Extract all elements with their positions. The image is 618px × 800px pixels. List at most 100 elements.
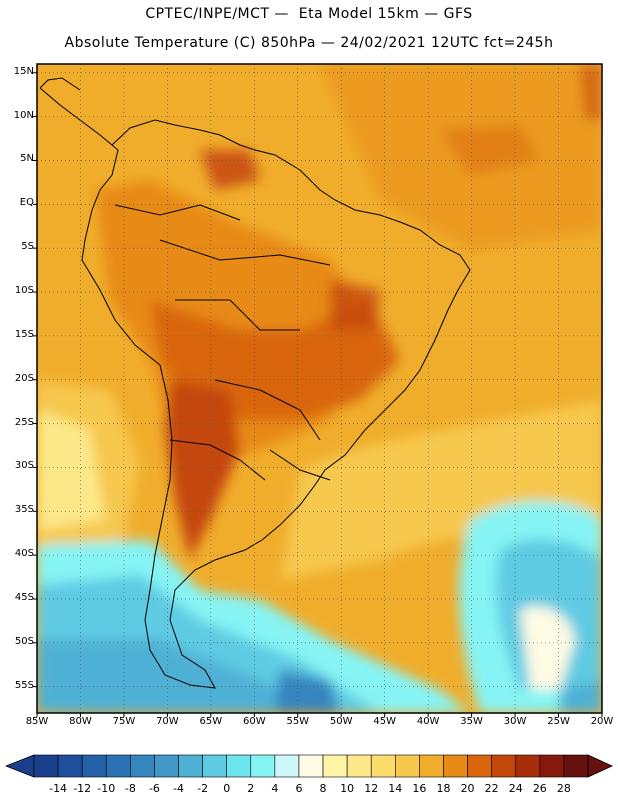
title-line-2: Absolute Temperature (C) 850hPa — 24/02/… — [64, 35, 554, 51]
colorbar-swatch — [57, 754, 83, 778]
lon-tick-label: 40W — [416, 716, 440, 727]
colorbar-tick-label: 0 — [223, 782, 231, 795]
lat-tick-label: 55S — [14, 679, 34, 691]
colorbar-swatch — [395, 754, 420, 778]
colorbar-tick-label: 14 — [388, 782, 403, 795]
colorbar-tick-label: 24 — [508, 782, 523, 795]
colorbar-swatch — [419, 754, 444, 778]
map-frame — [36, 63, 603, 714]
title-line-1: CPTEC/INPE/MCT — Eta Model 15km — GFS — [145, 6, 473, 22]
field-hottest-chaco — [165, 380, 240, 560]
border-uruguay — [269, 449, 331, 481]
graticule — [33, 64, 603, 717]
colorbar-swatch — [81, 754, 107, 778]
border-amazon — [159, 239, 331, 266]
field-coldest-south — [37, 640, 330, 713]
lat-tick-label: 10S — [14, 285, 34, 297]
colorbar-swatch — [178, 754, 203, 778]
coastlines — [39, 77, 471, 689]
lat-tick-label: 30S — [14, 460, 34, 472]
field-warm-corner — [580, 64, 602, 120]
colorbar-tick-label: 26 — [532, 782, 547, 795]
lat-tick-label: 15S — [14, 328, 34, 340]
colorbar-swatch — [346, 754, 372, 778]
colorbar-arrow-left — [4, 754, 35, 778]
colorbar-tick-label: 6 — [295, 782, 303, 795]
lat-tick-label: 50S — [14, 635, 34, 647]
colorbar-arrow-right — [587, 754, 613, 778]
colorbar-tick-label: -12 — [73, 782, 92, 795]
central-america-coastline — [39, 77, 81, 91]
lat-tick-label: 5N — [20, 153, 34, 165]
colorbar-swatch — [515, 754, 541, 778]
lat-tick-label: 40S — [14, 548, 34, 560]
colorbar-swatch — [154, 754, 179, 778]
lon-tick-label: 35W — [460, 716, 483, 727]
lat-tick-label: 45S — [14, 591, 34, 603]
colorbar-tick-label: -10 — [97, 782, 116, 795]
lon-tick-label: 50W — [329, 716, 353, 727]
field-cold-corner — [560, 680, 602, 713]
colorbar-swatch — [226, 754, 252, 778]
colorbar-tick-label: 4 — [271, 782, 279, 795]
border-north — [114, 204, 241, 221]
colorbar-tick-label: -14 — [49, 782, 68, 795]
lon-tick-label: 85W — [25, 716, 49, 727]
colorbar — [4, 754, 613, 778]
colorbar-swatch — [322, 754, 348, 778]
south-america-coastline — [39, 87, 471, 689]
colorbar-swatch — [539, 754, 565, 778]
lon-tick-label: 25W — [547, 716, 570, 727]
colorbar-swatch — [274, 754, 300, 778]
lon-tick-label: 20W — [590, 716, 614, 727]
colorbar-swatch — [130, 754, 155, 778]
lat-tick-label: EQ — [19, 197, 34, 209]
lon-tick-label: 55W — [286, 716, 310, 727]
colorbar-swatch — [563, 754, 589, 778]
colorbar-tick-label: 28 — [556, 782, 571, 795]
colorbar-tick-label: -8 — [124, 782, 136, 795]
colorbar-tick-label: 16 — [412, 782, 427, 795]
lat-tick-label: 35S — [14, 504, 34, 516]
colorbar-tick-label: 10 — [340, 782, 355, 795]
colorbar-tick-label: 12 — [364, 782, 379, 795]
border-argentina-north — [169, 439, 266, 481]
field-light-pacific — [37, 410, 105, 530]
lat-tick-label: 20S — [14, 372, 34, 384]
colorbar-swatch — [33, 754, 59, 778]
colorbar-tick-label: 18 — [436, 782, 451, 795]
lon-tick-label: 70W — [156, 716, 179, 727]
border-bolivia — [175, 299, 300, 331]
colorbar-tick-label: -4 — [173, 782, 184, 795]
colorbar-swatch — [443, 754, 468, 778]
lon-tick-label: 30W — [503, 716, 527, 727]
field-hot-brazil — [330, 280, 380, 330]
colorbar-swatch — [105, 754, 131, 778]
colorbar-swatch — [467, 754, 492, 778]
lat-tick-label: 25S — [14, 416, 34, 428]
lon-tick-label: 75W — [112, 716, 136, 727]
lon-tick-label: 80W — [69, 716, 92, 727]
field-cold-core — [275, 670, 340, 713]
lon-tick-label: 45W — [373, 716, 396, 727]
colorbar-swatch — [250, 754, 276, 778]
lon-tick-label: 65W — [199, 716, 223, 727]
lon-tick-label: 60W — [242, 716, 266, 727]
colorbar-swatch — [202, 754, 227, 778]
temperature-map — [33, 63, 603, 717]
colorbar-tick-label: 22 — [484, 782, 499, 795]
colorbar-tick-label: 20 — [460, 782, 475, 795]
colorbar-swatch — [370, 754, 396, 778]
border-paraguay — [214, 379, 321, 441]
colorbar-tick-label: 8 — [319, 782, 327, 795]
field-hot-venezuela — [200, 150, 260, 190]
colorbar-tick-label: 2 — [247, 782, 255, 795]
field-pale-southeast — [520, 606, 575, 690]
lat-tick-label: 15N — [13, 65, 34, 77]
colorbar-swatch — [491, 754, 517, 778]
colorbar-tick-label: -2 — [197, 782, 209, 795]
colorbar-tick-label: -6 — [148, 782, 160, 795]
colorbar-swatch — [298, 754, 324, 778]
field-warm-patch — [440, 125, 540, 175]
lat-tick-label: 5S — [21, 241, 34, 253]
